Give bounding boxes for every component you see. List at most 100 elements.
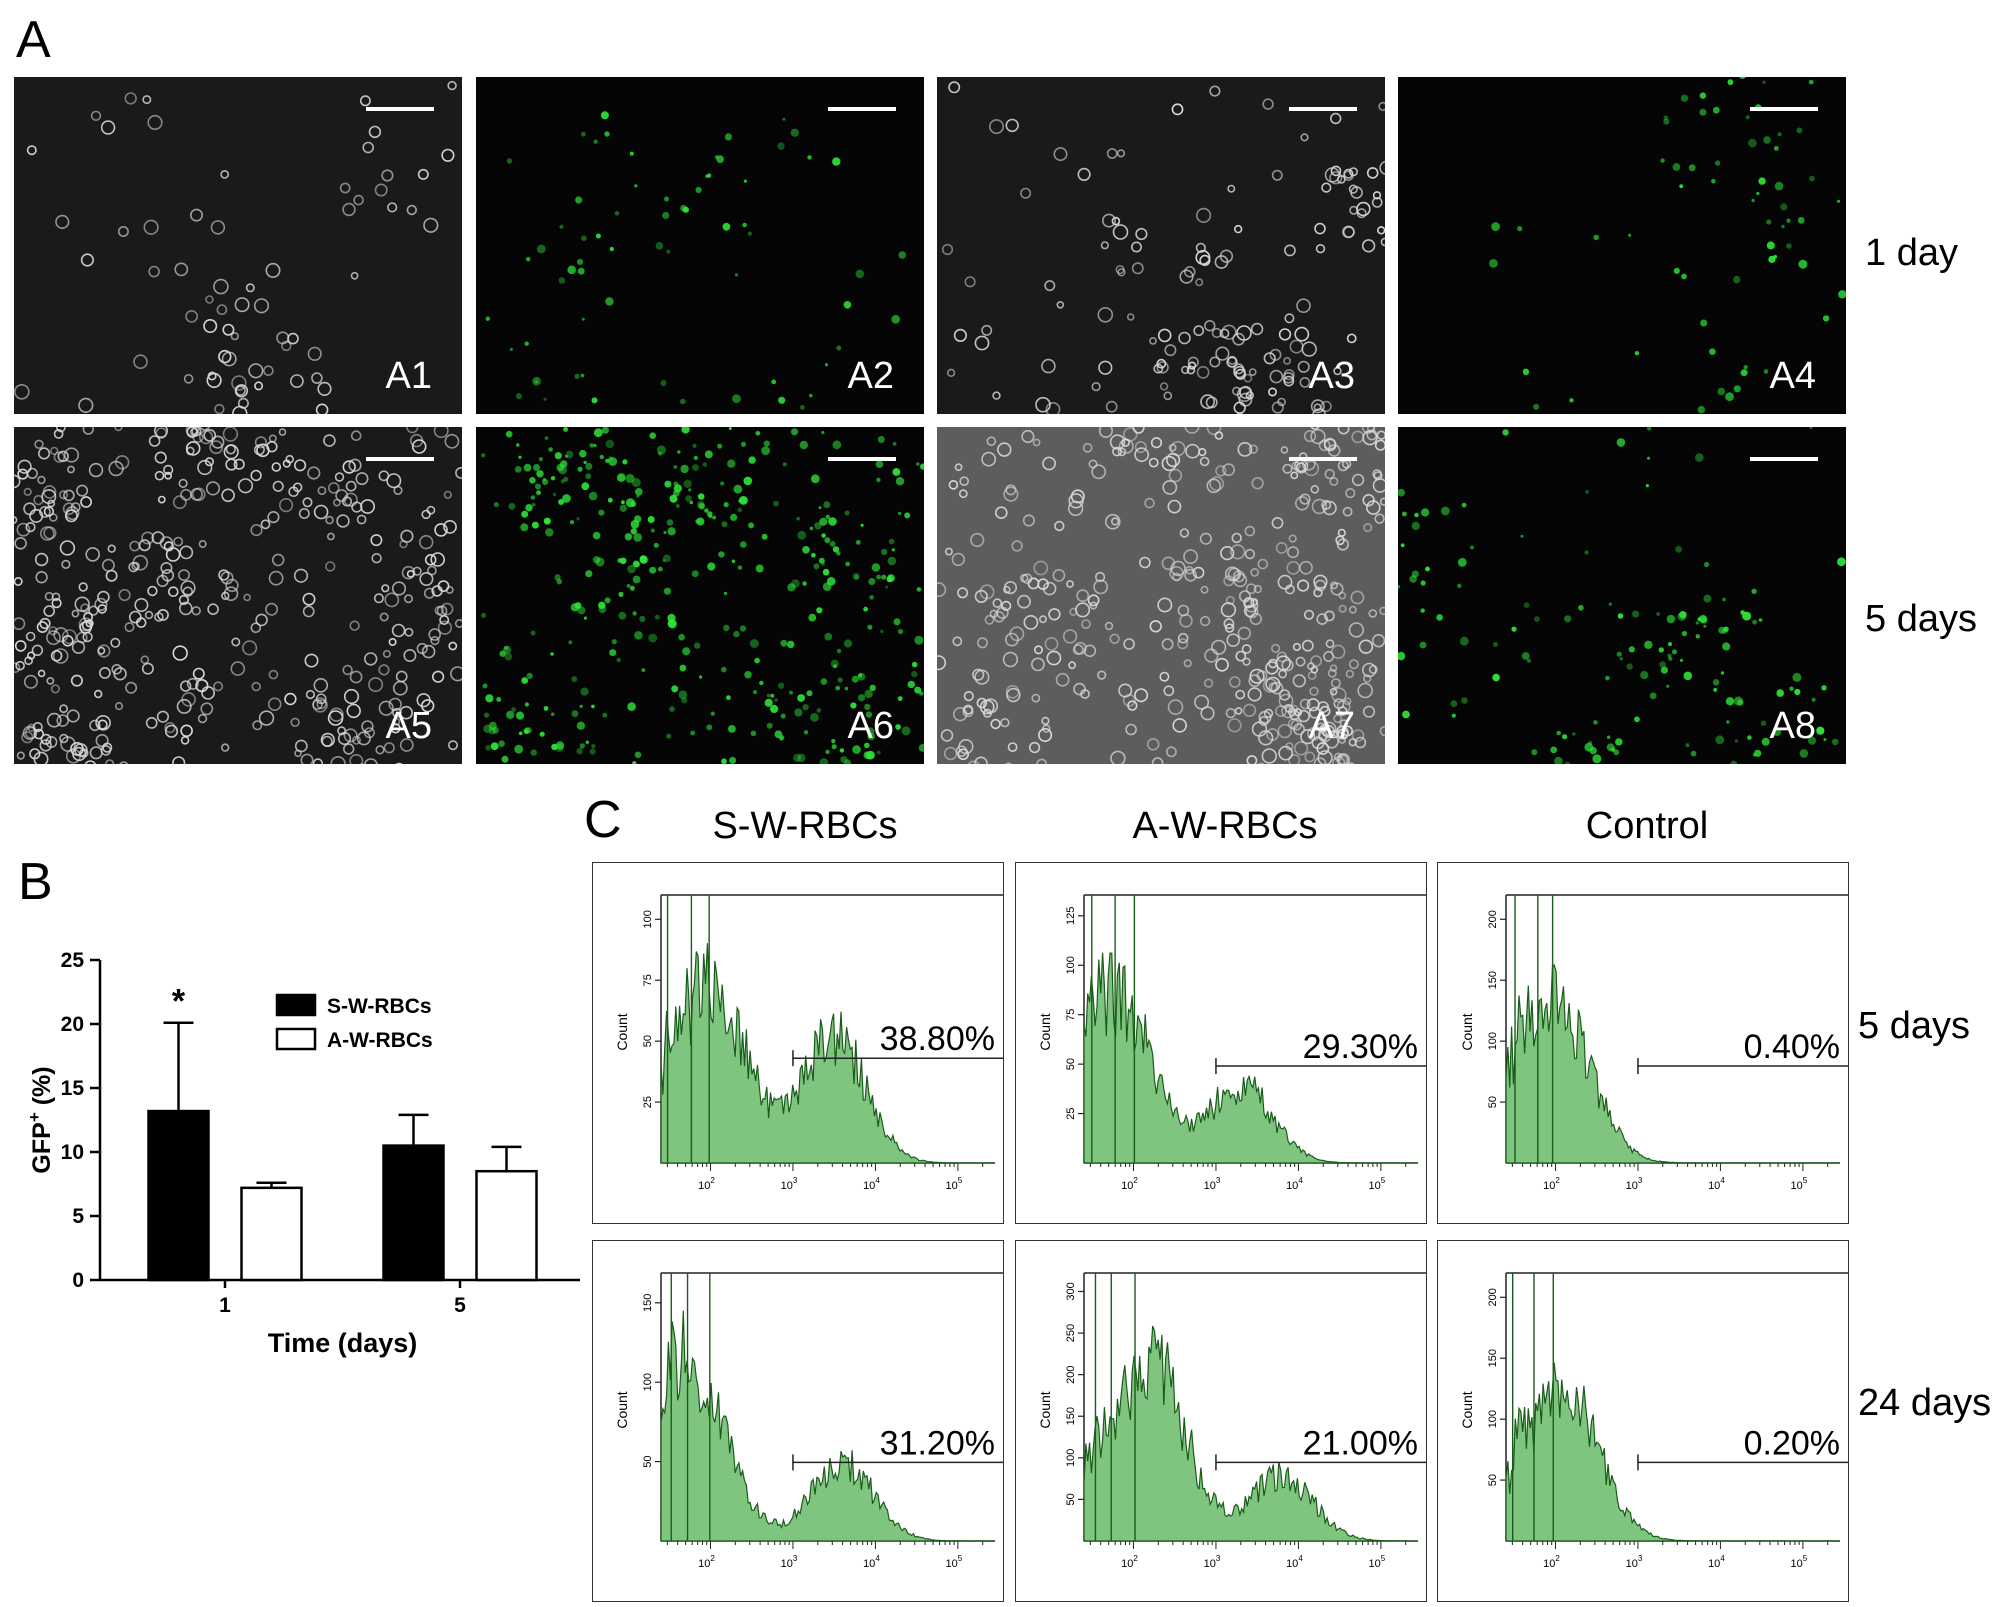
histogram-control-5days: 50 100 150 200 Count 102 103 104 105 0.40%	[1437, 862, 1849, 1224]
legend-swatch-s-w-rbcs	[275, 993, 317, 1017]
significance-marker: *	[172, 983, 186, 1021]
hist-y-tick-label: 100	[642, 1373, 654, 1391]
scale-bar	[828, 107, 896, 111]
hist-x-tick-label: 103	[781, 1554, 798, 1570]
y-tick-label: 10	[61, 1141, 84, 1164]
hist-x-tick-base: 10	[781, 1180, 793, 1192]
bar-a-w-rbcs-day-5	[475, 1169, 538, 1282]
histogram-s-w-rbcs-24days: 50 100 150 Count 102 103 104 105 31.20%	[592, 1240, 1004, 1602]
hist-x-tick-base: 10	[1369, 1558, 1381, 1570]
hist-x-tick-exp: 4	[1298, 1176, 1303, 1185]
bar-s-w-rbcs-day-1	[147, 1109, 210, 1282]
micrograph-a2: A2	[476, 77, 924, 414]
hist-x-tick-exp: 2	[710, 1176, 715, 1185]
hist-x-tick-label: 105	[1791, 1554, 1808, 1570]
scale-bar	[366, 457, 434, 461]
histogram-s-w-rbcs-5days: 25 50 75 100 Count 102 103 104 105 38.80%	[592, 862, 1004, 1224]
micrograph-a5: A5	[14, 427, 462, 764]
hist-x-tick-exp: 4	[1720, 1176, 1725, 1185]
panel-a-row-label-5days: 5 days	[1865, 598, 1977, 640]
panel-c-col-title-a-w-rbcs: A-W-RBCs	[1132, 805, 1318, 847]
hist-x-tick-label: 102	[698, 1554, 715, 1570]
hist-y-tick-label: 50	[642, 1455, 654, 1467]
hist-y-tick-label: 125	[1065, 907, 1077, 925]
hist-y-tick-label: 25	[1065, 1107, 1077, 1119]
hist-x-tick-base: 10	[946, 1558, 958, 1570]
hist-y-tick-label: 150	[1487, 1349, 1499, 1367]
histogram-control-24days: 50 100 150 200 Count 102 103 104 105 0.20%	[1437, 1240, 1849, 1602]
hist-distribution	[1083, 1325, 1418, 1542]
scale-bar	[1289, 107, 1357, 111]
hist-x-tick-base: 10	[1204, 1558, 1216, 1570]
micrograph-a8: A8	[1398, 427, 1846, 764]
hist-x-tick-base: 10	[1543, 1180, 1555, 1192]
hist-x-tick-base: 10	[1286, 1558, 1298, 1570]
hist-x-tick-base: 10	[1286, 1180, 1298, 1192]
gate-percent-label: 0.20%	[1744, 1424, 1840, 1462]
hist-x-tick-exp: 3	[793, 1554, 798, 1563]
hist-y-axis-label: Count	[1459, 1013, 1475, 1050]
micrograph-label: A5	[385, 705, 432, 747]
hist-y-tick-label: 50	[1487, 1474, 1499, 1486]
hist-x-tick-label: 105	[1369, 1554, 1386, 1570]
hist-x-tick-exp: 3	[1638, 1554, 1643, 1563]
y-tick-label: 25	[61, 949, 85, 972]
hist-x-tick-exp: 4	[1720, 1554, 1725, 1563]
micrograph-a4: A4	[1398, 77, 1846, 414]
hist-x-tick-label: 104	[863, 1176, 880, 1192]
hist-distribution	[1505, 1362, 1840, 1542]
hist-x-tick-exp: 5	[958, 1176, 963, 1185]
x-tick-label: 5	[454, 1294, 466, 1317]
hist-y-tick-label: 50	[1065, 1493, 1077, 1505]
hist-x-tick-base: 10	[1626, 1558, 1638, 1570]
hist-y-tick-label: 75	[642, 974, 654, 986]
micrograph-label: A1	[385, 355, 432, 397]
hist-y-tick-label: 150	[642, 1294, 654, 1312]
hist-x-tick-base: 10	[1543, 1558, 1555, 1570]
micrograph-label: A3	[1308, 355, 1355, 397]
hist-x-tick-label: 105	[946, 1554, 963, 1570]
scale-bar	[1750, 457, 1818, 461]
hist-distribution	[1505, 963, 1840, 1164]
hist-y-axis-label: Count	[1037, 1391, 1053, 1428]
bar-a-w-rbcs-day-1	[240, 1186, 303, 1282]
hist-y-tick-label: 150	[1487, 971, 1499, 989]
hist-x-tick-label: 105	[946, 1176, 963, 1192]
hist-x-tick-label: 105	[1791, 1176, 1808, 1192]
scale-bar	[366, 107, 434, 111]
hist-x-tick-label: 104	[1286, 1554, 1303, 1570]
hist-y-tick-label: 200	[1487, 910, 1499, 928]
gate-percent-label: 29.30%	[1303, 1028, 1418, 1066]
hist-y-tick-label: 300	[1065, 1282, 1077, 1300]
x-tick-label: 1	[219, 1294, 231, 1317]
y-tick-label: 5	[72, 1205, 84, 1228]
legend-swatch-a-w-rbcs	[275, 1027, 317, 1051]
panel-c-row-label-5days: 5 days	[1858, 1005, 1970, 1047]
hist-y-tick-label: 100	[1487, 1410, 1499, 1428]
bar-s-w-rbcs-day-5	[382, 1144, 445, 1282]
micrograph-label: A8	[1769, 705, 1816, 747]
hist-y-tick-label: 200	[1065, 1365, 1077, 1383]
panel-a-letter: A	[16, 11, 51, 69]
hist-x-tick-exp: 3	[1216, 1554, 1221, 1563]
scale-bar	[1289, 457, 1357, 461]
hist-distribution	[1083, 952, 1418, 1164]
hist-x-tick-label: 102	[698, 1176, 715, 1192]
y-tick-label: 15	[61, 1077, 85, 1100]
hist-y-tick-label: 75	[1065, 1009, 1077, 1021]
hist-x-tick-base: 10	[1791, 1180, 1803, 1192]
hist-x-tick-exp: 3	[1638, 1176, 1643, 1185]
hist-x-tick-label: 104	[1708, 1176, 1725, 1192]
hist-x-tick-exp: 5	[1381, 1554, 1386, 1563]
micrograph-label: A2	[847, 355, 894, 397]
hist-x-tick-base: 10	[698, 1180, 710, 1192]
hist-x-tick-exp: 3	[793, 1176, 798, 1185]
hist-distribution	[660, 1310, 995, 1542]
hist-y-tick-label: 50	[1065, 1058, 1077, 1070]
hist-x-tick-exp: 4	[875, 1176, 880, 1185]
hist-y-axis-label: Count	[614, 1391, 630, 1428]
hist-x-tick-exp: 4	[875, 1554, 880, 1563]
hist-y-tick-label: 100	[642, 910, 654, 928]
legend-label-a-w-rbcs: A-W-RBCs	[327, 1029, 433, 1052]
